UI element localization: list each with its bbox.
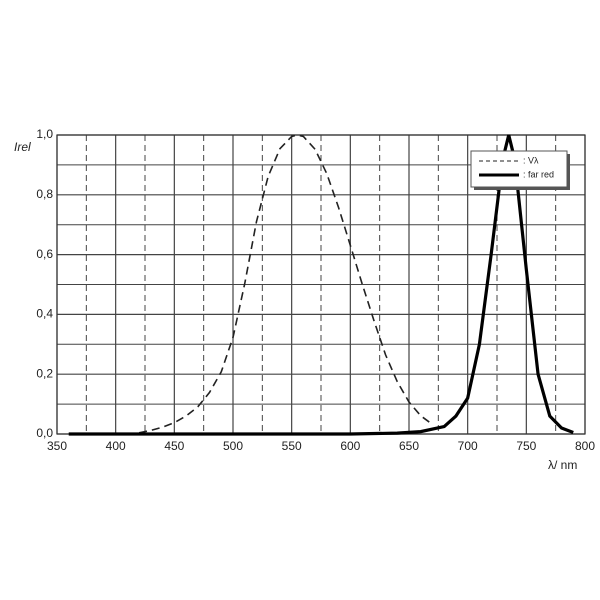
legend: : Vλ : far red	[470, 150, 570, 190]
x-tick-label: 600	[340, 439, 360, 453]
y-tick-label: 0,0	[36, 426, 53, 440]
x-tick-label: 400	[106, 439, 126, 453]
x-tick-label: 350	[47, 439, 67, 453]
x-tick-label: 700	[458, 439, 478, 453]
x-tick-label: 800	[575, 439, 595, 453]
legend-label: : Vλ	[523, 155, 539, 165]
x-tick-label: 650	[399, 439, 419, 453]
y-tick-label: 0,2	[36, 366, 53, 380]
x-tick-label: 450	[164, 439, 184, 453]
x-tick-label: 500	[223, 439, 243, 453]
series-line	[68, 134, 574, 436]
y-tick-label: 0,8	[36, 187, 53, 201]
legend-box	[470, 150, 568, 188]
y-tick-label: 0,6	[36, 247, 53, 261]
y-axis-label: Irel	[14, 140, 31, 154]
y-tick-label: 1,0	[36, 127, 53, 141]
x-axis-label: λ/ nm	[548, 458, 577, 472]
legend-label: : far red	[523, 169, 554, 179]
series-line	[138, 134, 433, 434]
x-tick-label: 750	[516, 439, 536, 453]
x-tick-label: 550	[282, 439, 302, 453]
y-tick-label: 0,4	[36, 307, 53, 321]
